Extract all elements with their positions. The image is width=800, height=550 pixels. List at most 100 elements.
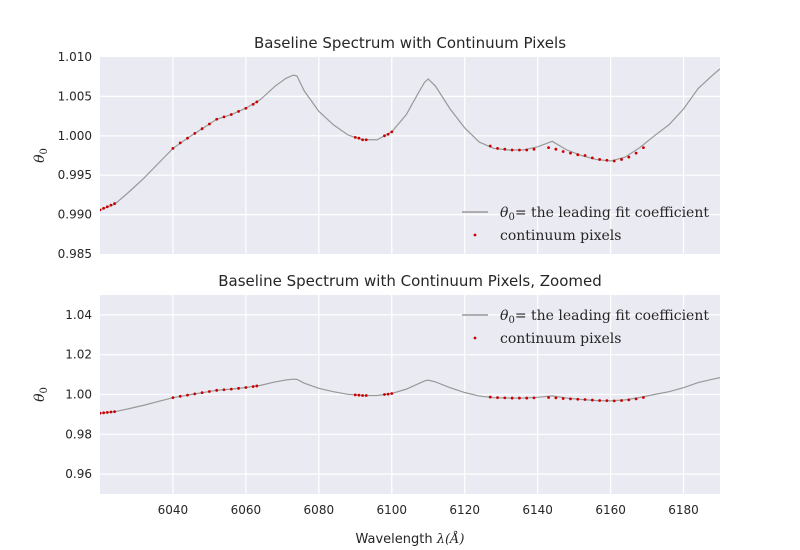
- y-tick-label: 1.010: [58, 50, 92, 64]
- continuum-point: [605, 399, 609, 403]
- y-tick-label: 0.96: [65, 467, 92, 481]
- top-panel: 0.985 0.990 0.995 1.000 1.005 1.010 Baseline S…: [32, 34, 720, 261]
- continuum-point: [102, 206, 106, 210]
- continuum-point: [620, 158, 623, 161]
- continuum-point: [583, 154, 587, 157]
- x-tick-label: 6080: [304, 503, 335, 517]
- continuum-point: [222, 388, 226, 392]
- continuum-point: [208, 122, 211, 126]
- continuum-point: [634, 397, 638, 401]
- y-axis-label: θ0: [32, 148, 50, 163]
- x-tick-label: 6060: [231, 503, 262, 517]
- continuum-point: [244, 106, 248, 110]
- continuum-point: [251, 385, 255, 388]
- continuum-point: [208, 390, 211, 393]
- continuum-point: [105, 411, 109, 414]
- continuum-point: [590, 156, 594, 160]
- continuum-point: [583, 398, 587, 401]
- continuum-point: [100, 411, 102, 415]
- continuum-point: [109, 410, 113, 414]
- y-tick-label: 1.00: [65, 388, 92, 402]
- y-tick-label: 1.02: [65, 348, 92, 362]
- continuum-point: [357, 136, 361, 140]
- continuum-point: [229, 113, 233, 116]
- continuum-point: [178, 141, 182, 145]
- continuum-point: [215, 117, 219, 121]
- continuum-point: [113, 202, 116, 205]
- continuum-point: [605, 158, 609, 162]
- legend-label-theta0: θ0= the leading fit coefficient: [500, 308, 709, 326]
- continuum-point: [102, 411, 106, 415]
- continuum-point: [364, 138, 368, 142]
- x-tick-label: 6140: [522, 503, 553, 517]
- continuum-point: [561, 397, 565, 400]
- continuum-point: [229, 387, 233, 391]
- continuum-point: [576, 397, 580, 401]
- continuum-point: [598, 399, 602, 402]
- continuum-point: [554, 147, 558, 151]
- continuum-point: [200, 391, 204, 395]
- y-axis-label-group: θ0: [32, 387, 50, 402]
- continuum-point: [627, 155, 631, 159]
- continuum-point: [510, 396, 514, 400]
- x-tick-label: 6100: [376, 503, 407, 517]
- legend-label-theta0: θ0= the leading fit coefficient: [500, 205, 709, 223]
- continuum-point: [569, 151, 572, 155]
- y-tick-label: 0.98: [65, 427, 92, 441]
- continuum-point: [357, 393, 361, 397]
- continuum-point: [237, 386, 240, 390]
- x-tick-label: 6180: [668, 503, 699, 517]
- continuum-point: [612, 399, 616, 403]
- continuum-point: [109, 203, 113, 207]
- continuum-point: [547, 146, 550, 150]
- continuum-point: [390, 392, 394, 395]
- continuum-point: [525, 148, 529, 152]
- continuum-point: [361, 138, 364, 142]
- continuum-point: [178, 394, 182, 398]
- continuum-point: [113, 410, 116, 414]
- continuum-point: [353, 393, 357, 397]
- continuum-point: [200, 127, 204, 131]
- y-tick-label: 0.985: [58, 247, 92, 261]
- y-tick-label: 0.995: [58, 168, 92, 182]
- plot-area: [100, 57, 720, 254]
- continuum-point: [383, 134, 386, 138]
- continuum-point: [186, 393, 189, 397]
- continuum-point: [569, 397, 572, 401]
- continuum-point: [627, 398, 631, 402]
- continuum-point: [390, 130, 394, 134]
- continuum-point: [171, 396, 175, 400]
- continuum-point: [222, 115, 226, 119]
- continuum-point: [547, 396, 550, 399]
- continuum-point: [590, 398, 594, 402]
- continuum-point: [105, 205, 109, 209]
- y-tick-label: 1.005: [58, 89, 92, 103]
- continuum-point: [353, 135, 357, 139]
- continuum-point: [518, 148, 521, 152]
- continuum-point: [171, 147, 175, 150]
- legend-label-continuum: continuum pixels: [500, 331, 621, 347]
- continuum-point: [518, 396, 521, 400]
- x-tick-label: 6120: [449, 503, 480, 517]
- y-tick-label: 0.990: [58, 208, 92, 222]
- continuum-point: [503, 396, 507, 400]
- x-tick-label: 6160: [595, 503, 626, 517]
- continuum-point: [386, 132, 390, 136]
- y-tick-label: 1.04: [65, 308, 92, 322]
- continuum-point: [193, 132, 197, 135]
- continuum-point: [642, 396, 645, 399]
- continuum-point: [251, 102, 255, 106]
- continuum-point: [383, 393, 386, 396]
- chart-title: Baseline Spectrum with Continuum Pixels: [254, 34, 566, 52]
- continuum-point: [100, 208, 102, 212]
- continuum-point: [496, 396, 499, 400]
- continuum-point: [193, 392, 197, 396]
- continuum-point: [561, 150, 565, 153]
- continuum-point: [488, 395, 492, 399]
- continuum-point: [255, 100, 259, 104]
- continuum-point: [525, 396, 529, 400]
- continuum-point: [503, 147, 507, 151]
- x-tick-label: 6040: [158, 503, 189, 517]
- continuum-point: [612, 159, 616, 163]
- continuum-point: [237, 109, 240, 113]
